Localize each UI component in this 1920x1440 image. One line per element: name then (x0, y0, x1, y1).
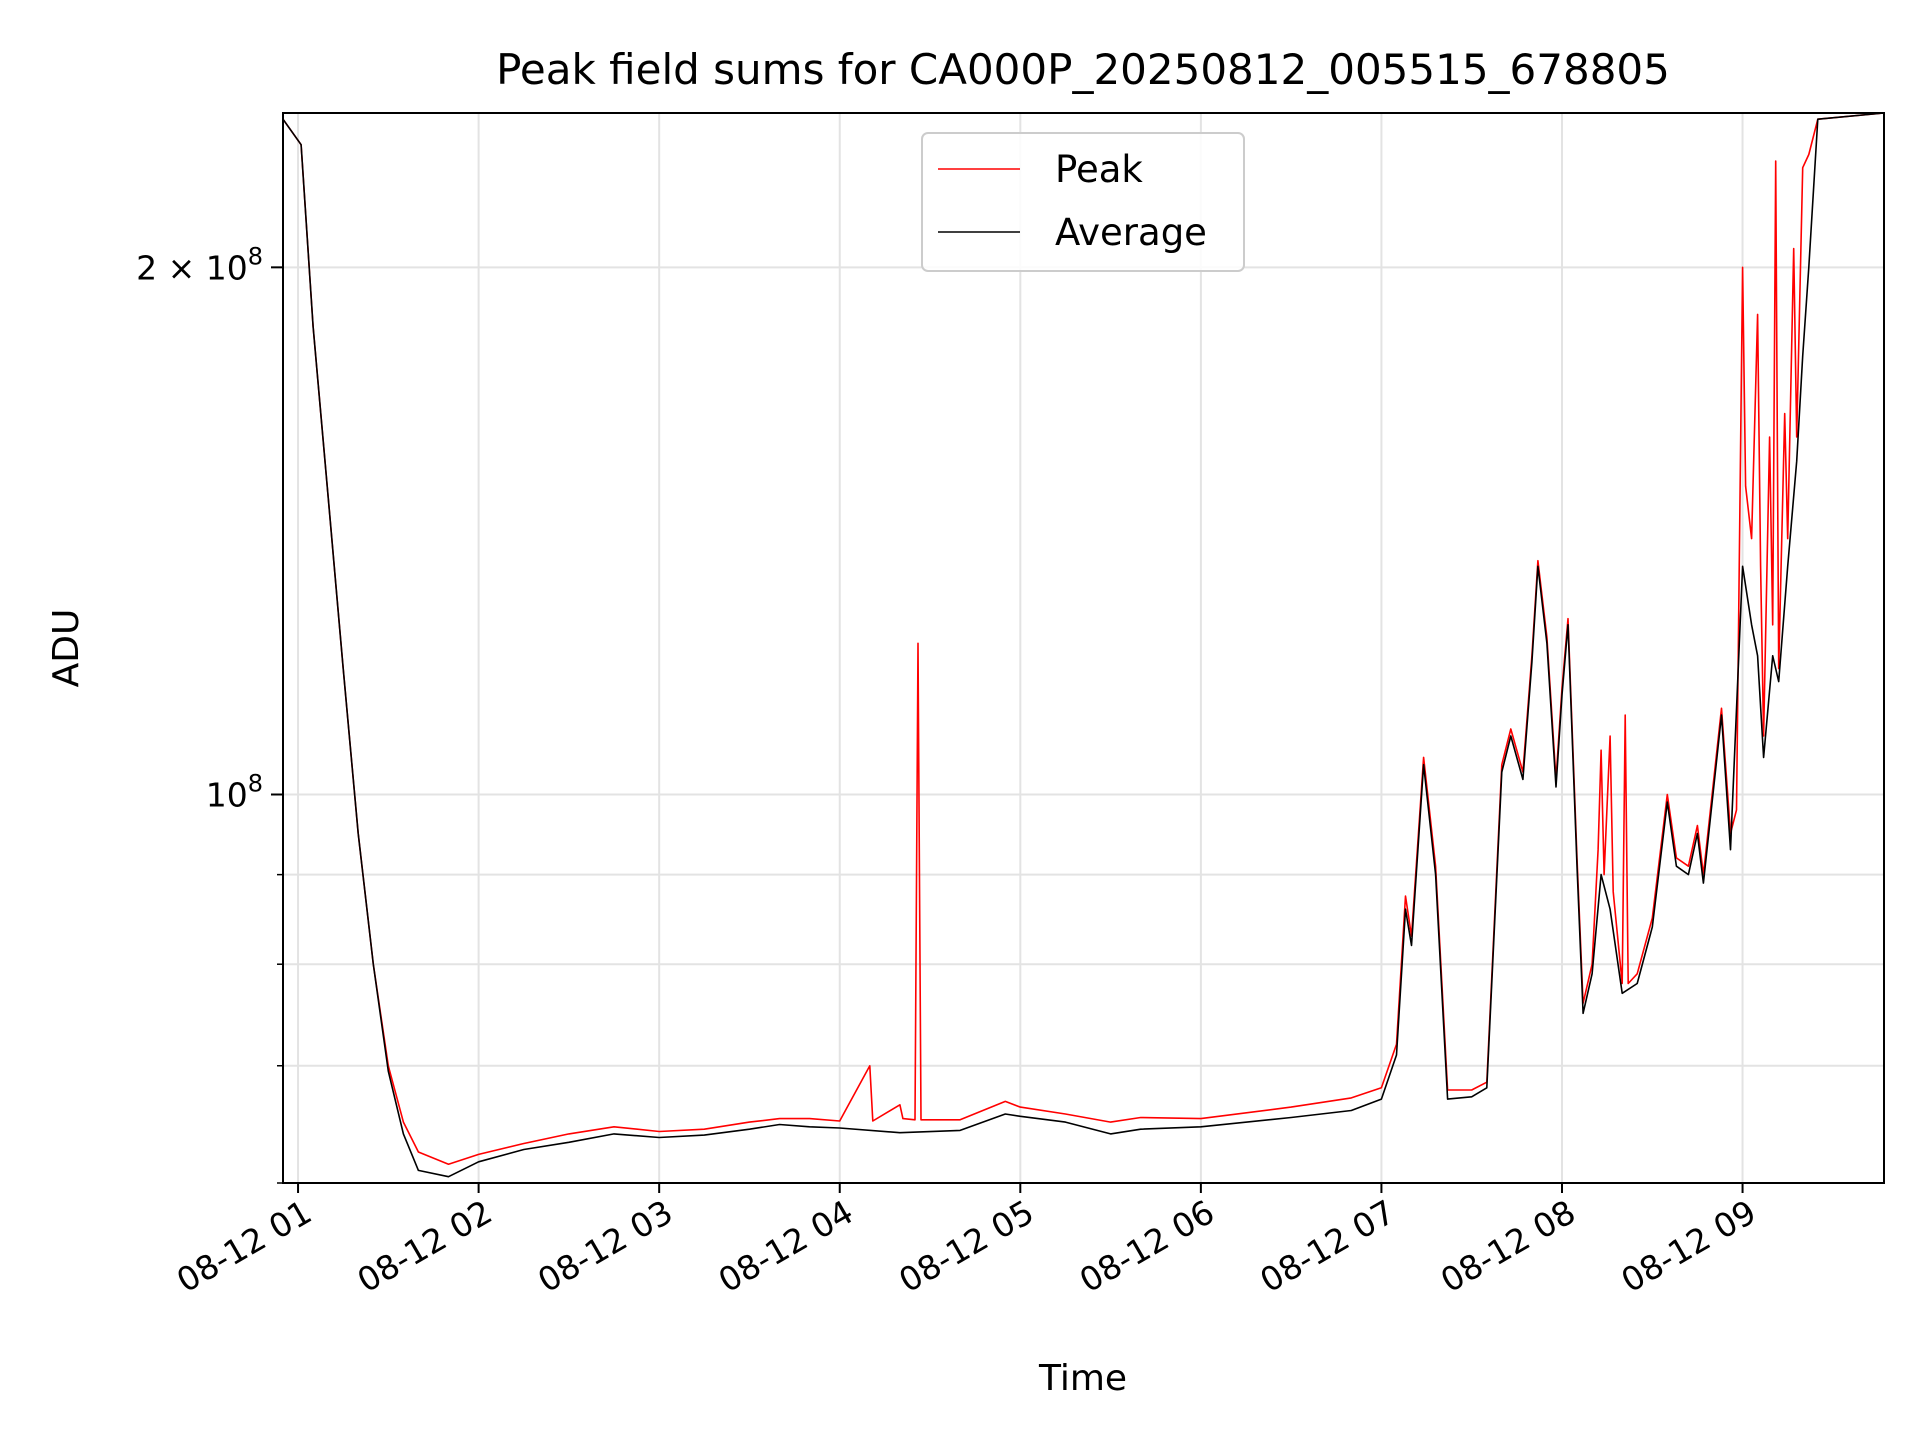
x-axis-label: Time (1038, 1358, 1127, 1399)
chart-title: Peak field sums for CA000P_20250812_0055… (496, 45, 1670, 94)
series-line-peak (282, 112, 1885, 1165)
legend-label-average: Average (1055, 211, 1207, 254)
legend-label-peak: Peak (1055, 148, 1143, 191)
x-tick-label: 08-12 05 (892, 1192, 1040, 1300)
x-tick-label: 08-12 07 (1253, 1192, 1401, 1300)
x-tick-label: 08-12 04 (712, 1192, 860, 1300)
legend-box (921, 132, 1245, 272)
x-tick-label: 08-12 08 (1434, 1192, 1582, 1300)
x-tick-label: 08-12 02 (351, 1192, 499, 1300)
legend: Peak Average (921, 132, 1245, 272)
x-tick-label: 08-12 06 (1073, 1192, 1221, 1300)
series-line-average (282, 112, 1885, 1178)
series-lines (282, 112, 1885, 1178)
y-axis: 108 2 × 108 (136, 242, 283, 1184)
plot-frame (282, 112, 1885, 1184)
x-tick-label: 08-12 09 (1615, 1192, 1763, 1300)
y-axis-label: ADU (46, 609, 87, 688)
grid (283, 113, 1884, 1184)
x-axis: 08-12 01 08-12 02 08-12 03 08-12 04 08-12 05… (170, 1183, 1763, 1300)
y-tick-label: 2 × 108 (136, 242, 263, 287)
x-tick-label: 08-12 03 (531, 1192, 679, 1300)
y-tick-label: 108 (206, 770, 263, 815)
x-tick-label: 08-12 01 (170, 1192, 318, 1300)
